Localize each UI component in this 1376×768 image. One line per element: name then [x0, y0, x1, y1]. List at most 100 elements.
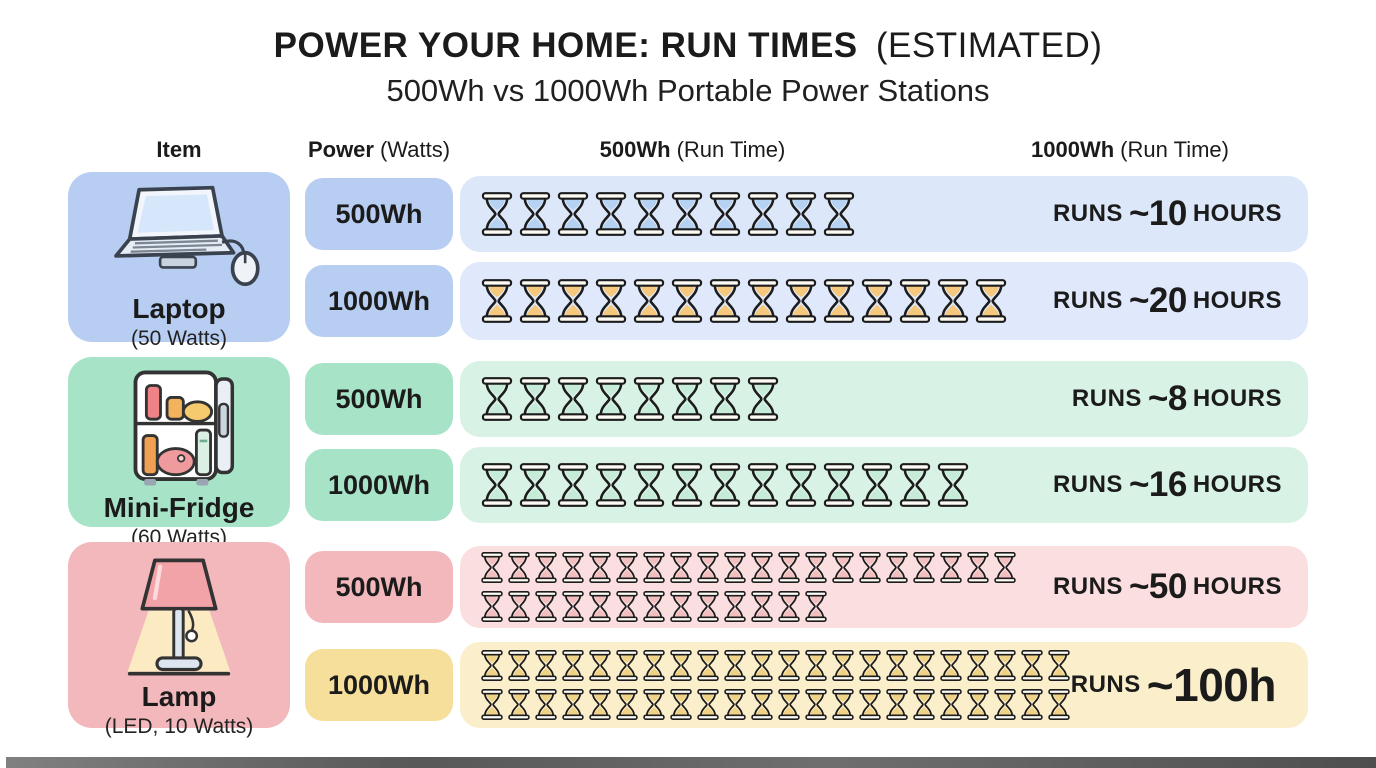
- hourglass-icon: [535, 591, 557, 622]
- hourglass-icon: [859, 650, 881, 681]
- hourglass-icon: [481, 552, 503, 583]
- column-header-1000wh-label: 1000Wh: [1031, 137, 1115, 162]
- power-badge-laptop-500wh: 500Wh: [305, 178, 453, 250]
- hourglass-icon: [535, 689, 557, 720]
- hourglass-icon: [670, 689, 692, 720]
- hourglass-icon: [859, 689, 881, 720]
- run-time-label: RUNS ~8 HOURS: [1072, 379, 1282, 419]
- hourglass-icon: [633, 192, 665, 236]
- hourglass-icon: [519, 463, 551, 507]
- hourglass-icon: [633, 377, 665, 421]
- hourglass-icon: [967, 552, 989, 583]
- hourglass-icon: [643, 552, 665, 583]
- hourglass-icon: [937, 463, 969, 507]
- run-row-lamp-500wh: RUNS ~50 HOURS: [460, 546, 1308, 628]
- hourglass-icon: [832, 552, 854, 583]
- hourglass-icon: [557, 463, 589, 507]
- hourglass-icon: [724, 689, 746, 720]
- runs-suffix: HOURS: [1192, 200, 1282, 227]
- hourglass-icon: [481, 377, 513, 421]
- hourglass-icon: [724, 650, 746, 681]
- hourglass-icon: [616, 689, 638, 720]
- hourglass-icon: [481, 689, 503, 720]
- column-header-500wh: 500Wh (Run Time): [460, 137, 925, 163]
- hourglass-icon: [519, 192, 551, 236]
- item-name: Mini-Fridge: [103, 492, 255, 523]
- hourglass-icon: [481, 591, 503, 622]
- power-badge-mini-fridge-1000wh: 1000Wh: [305, 449, 453, 521]
- column-header-1000wh-note: (Run Time): [1120, 137, 1229, 162]
- hourglass-icon: [940, 552, 962, 583]
- hourglass-icon: [670, 552, 692, 583]
- hourglass-line: [480, 550, 1017, 586]
- run-row-lamp-1000wh: RUNS ~100h: [460, 642, 1308, 728]
- hourglass-icon: [595, 192, 627, 236]
- laptop-icon: [95, 182, 263, 292]
- runs-hours-value: ~100h: [1146, 659, 1277, 711]
- hourglass-icon: [557, 377, 589, 421]
- power-badge-lamp-1000wh: 1000Wh: [305, 649, 453, 721]
- item-card-laptop: Laptop (50 Watts): [68, 172, 290, 350]
- hourglass-icon: [886, 552, 908, 583]
- hourglass-icon: [940, 689, 962, 720]
- power-badge-mini-fridge-500wh: 500Wh: [305, 363, 453, 435]
- page-title: POWER YOUR HOME: RUN TIMES (ESTIMATED): [0, 26, 1376, 66]
- hourglass-line: [480, 648, 1071, 684]
- runs-prefix: RUNS: [1052, 573, 1123, 600]
- hourglass-icon: [747, 463, 779, 507]
- hourglass-icon: [697, 650, 719, 681]
- hourglass-icon: [481, 463, 513, 507]
- page-title-note: (ESTIMATED): [875, 26, 1103, 65]
- hourglass-icon: [785, 279, 817, 323]
- hourglass-icon: [481, 279, 513, 323]
- hourglass-icon: [481, 650, 503, 681]
- hourglass-icon: [823, 463, 855, 507]
- hourglass-icon: [643, 689, 665, 720]
- hourglass-icon: [805, 650, 827, 681]
- hourglass-icon: [508, 552, 530, 583]
- power-badge-lamp-500wh: 500Wh: [305, 551, 453, 623]
- runs-hours-value: ~10: [1128, 194, 1187, 233]
- hourglass-icon: [747, 279, 779, 323]
- hourglass-icon: [778, 689, 800, 720]
- hourglass-icon: [481, 192, 513, 236]
- hourglass-icon: [595, 377, 627, 421]
- run-time-label: RUNS ~20 HOURS: [1053, 281, 1282, 321]
- lamp-icon: [127, 558, 231, 676]
- hourglass-pictograph: [480, 550, 1017, 625]
- page-title-main: POWER YOUR HOME: RUN TIMES: [273, 26, 858, 65]
- hourglass-icon: [671, 192, 703, 236]
- runs-prefix: RUNS: [1052, 471, 1123, 498]
- hourglass-icon: [557, 279, 589, 323]
- runs-prefix: RUNS: [1071, 385, 1142, 412]
- hourglass-icon: [709, 463, 741, 507]
- power-badge-laptop-1000wh: 1000Wh: [305, 265, 453, 337]
- hourglass-icon: [643, 650, 665, 681]
- hourglass-icon: [589, 552, 611, 583]
- hourglass-icon: [899, 279, 931, 323]
- hourglass-icon: [616, 552, 638, 583]
- item-name: Laptop: [132, 293, 226, 324]
- hourglass-icon: [967, 689, 989, 720]
- hourglass-icon: [709, 192, 741, 236]
- runs-suffix: HOURS: [1192, 471, 1282, 498]
- hourglass-icon: [805, 689, 827, 720]
- hourglass-icon: [589, 650, 611, 681]
- hourglass-icon: [671, 463, 703, 507]
- hourglass-icon: [785, 463, 817, 507]
- runs-suffix: HOURS: [1192, 385, 1282, 412]
- hourglass-icon: [709, 279, 741, 323]
- column-header-item: Item: [68, 137, 290, 163]
- laptop-icon: [114, 185, 260, 287]
- hourglass-icon: [697, 689, 719, 720]
- column-header-1000wh: 1000Wh (Run Time): [955, 137, 1305, 163]
- hourglass-icon: [709, 377, 741, 421]
- fridge-icon: [113, 367, 245, 491]
- runs-suffix: HOURS: [1192, 573, 1282, 600]
- hourglass-icon: [747, 377, 779, 421]
- hourglass-icon: [751, 650, 773, 681]
- runs-prefix: RUNS: [1052, 200, 1123, 227]
- hourglass-icon: [913, 650, 935, 681]
- hourglass-icon: [562, 552, 584, 583]
